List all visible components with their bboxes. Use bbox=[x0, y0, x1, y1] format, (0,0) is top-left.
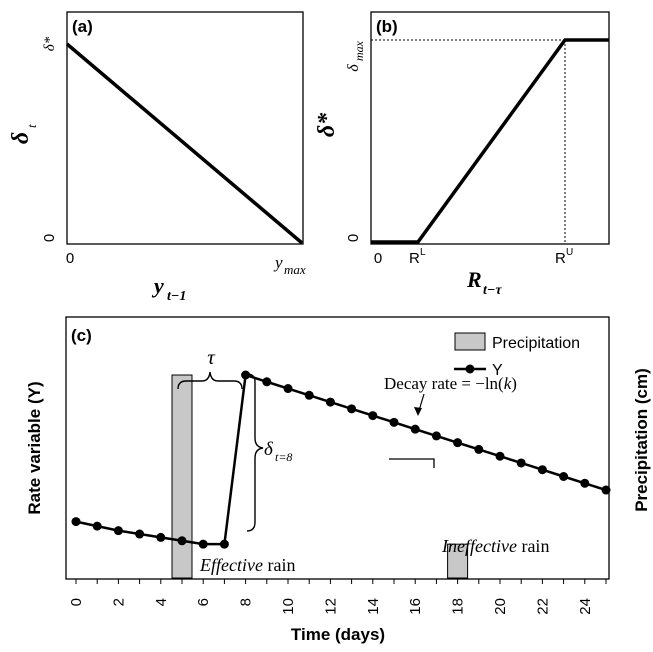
x-tick-label: 22 bbox=[534, 598, 551, 615]
panel-a-x-axis-symbol: y bbox=[151, 273, 164, 298]
tau-brace bbox=[177, 371, 243, 390]
series-y-point bbox=[92, 521, 102, 531]
delta-sub: t=8 bbox=[275, 450, 292, 464]
series-y-point bbox=[516, 458, 526, 468]
series-y-point bbox=[410, 424, 420, 434]
panel-b-x-lower-tick: R bbox=[409, 250, 420, 267]
legend-precip-swatch bbox=[454, 332, 486, 351]
panel-a-y-axis-label: δ t bbox=[8, 124, 39, 144]
panel-b-y-max-tick: δ max bbox=[345, 40, 366, 71]
legend-precip-label: Precipitation bbox=[492, 335, 580, 352]
panel-a-label: (a) bbox=[72, 17, 93, 36]
series-y-point bbox=[135, 529, 145, 539]
x-tick-label: 2 bbox=[110, 598, 127, 606]
panel-b-x-upper-tick: R bbox=[555, 250, 566, 267]
panel-b-y-axis-label: δ* bbox=[314, 112, 340, 137]
effective-rain-label: Effective rain bbox=[199, 555, 295, 575]
series-y-point bbox=[304, 390, 314, 400]
series-y bbox=[71, 370, 611, 549]
panel-a: (a) δ* 0 δ t 0 y max y t−1 bbox=[8, 11, 306, 304]
series-y-point bbox=[198, 539, 208, 549]
series-y-point bbox=[347, 404, 357, 414]
delta-label: δ bbox=[264, 439, 274, 460]
series-y-point bbox=[262, 377, 272, 387]
legend-y-marker bbox=[465, 364, 475, 374]
series-y-point bbox=[453, 438, 463, 448]
panel-b-x-upper-sup: U bbox=[566, 247, 573, 258]
precip-bars bbox=[171, 374, 469, 579]
ineffective-rain-label: Ineffective rain bbox=[441, 536, 549, 556]
series-y-point bbox=[601, 485, 611, 495]
x-tick-label: 12 bbox=[322, 598, 339, 615]
x-tick-label: 8 bbox=[238, 598, 255, 606]
series-y-point bbox=[431, 431, 441, 441]
series-y-point bbox=[219, 539, 229, 549]
decay-arrowhead bbox=[414, 407, 422, 416]
panel-a-frame bbox=[66, 11, 304, 245]
series-y-point bbox=[495, 451, 505, 461]
x-tick-label: 6 bbox=[195, 598, 212, 606]
panel-b-x-lower-sup: L bbox=[420, 247, 426, 258]
delta-brace bbox=[246, 373, 264, 532]
panel-a-y-axis-symbol: δ bbox=[8, 132, 34, 144]
panel-a-x-max-tick-sub: max bbox=[284, 262, 306, 277]
x-tick-label: 24 bbox=[577, 598, 594, 615]
panel-b: (b) δ max 0 δ* 0 R L R U R t−τ bbox=[314, 11, 610, 298]
series-y-point bbox=[71, 517, 81, 527]
panel-c-label: (c) bbox=[71, 326, 92, 345]
panel-a-y-zero-tick: 0 bbox=[41, 234, 58, 242]
panel-a-x-zero-tick: 0 bbox=[66, 250, 74, 267]
panel-b-x-zero-tick: 0 bbox=[374, 250, 382, 267]
x-tick-label: 20 bbox=[492, 598, 509, 615]
panel-b-frame bbox=[370, 11, 610, 245]
panel-a-y-axis-sub: t bbox=[24, 124, 39, 128]
panel-a-x-axis-sub: t−1 bbox=[167, 289, 186, 304]
legend-y-label: Y bbox=[492, 362, 503, 379]
c-x-axis-label: Time (days) bbox=[291, 625, 385, 644]
x-tick-label: 18 bbox=[450, 598, 467, 615]
decay-slope-triangle bbox=[389, 458, 435, 468]
series-y-point bbox=[241, 370, 251, 380]
x-tick-label: 4 bbox=[153, 598, 170, 606]
panel-b-x-axis-sub: t−τ bbox=[483, 283, 502, 298]
series-y-point bbox=[368, 411, 378, 421]
panel-a-y-top-tick: δ* bbox=[42, 36, 58, 51]
panel-b-label: (b) bbox=[376, 17, 398, 36]
panel-b-x-axis-symbol: R bbox=[466, 267, 482, 292]
panel-a-x-max-tick: y bbox=[273, 253, 283, 272]
series-y-point bbox=[156, 532, 166, 542]
panel-b-response-line bbox=[371, 38, 609, 244]
series-y-point bbox=[559, 472, 569, 481]
x-axis-ticks: 0 2 4 6 8 10 12 14 16 18 20 22 24 bbox=[68, 579, 607, 615]
c-y-axis-label: Rate variable (Y) bbox=[25, 381, 44, 514]
series-y-point bbox=[580, 478, 590, 488]
legend: Precipitation Y bbox=[454, 332, 580, 379]
series-y-point bbox=[474, 444, 484, 454]
series-y-line bbox=[75, 373, 607, 546]
panel-c-frame bbox=[65, 316, 610, 580]
panel-b-y-max-sub: max bbox=[352, 40, 366, 61]
panel-b-y-max-symbol: δ bbox=[345, 64, 362, 72]
x-tick-label: 14 bbox=[365, 598, 382, 615]
decay-label: Decay rate = −ln(k) bbox=[384, 374, 517, 393]
precip-bar bbox=[447, 543, 469, 579]
series-y-point bbox=[325, 397, 335, 407]
panel-a-decline-line bbox=[65, 42, 304, 245]
panel-b-y-zero-tick: 0 bbox=[345, 234, 362, 242]
series-y-point bbox=[537, 465, 547, 475]
x-tick-label: 0 bbox=[68, 598, 85, 606]
tau-label: τ bbox=[207, 345, 216, 369]
x-tick-label: 16 bbox=[407, 598, 424, 615]
series-y-point bbox=[283, 384, 293, 394]
x-tick-label: 10 bbox=[280, 598, 297, 615]
precip-bar bbox=[171, 374, 193, 579]
c-right-axis-label: Precipitation (cm) bbox=[632, 368, 651, 512]
series-y-point bbox=[177, 536, 187, 546]
series-y-point bbox=[113, 526, 123, 536]
series-y-point bbox=[389, 417, 399, 427]
panel-c: (c) Precipitation Y 0 2 4 6 8 10 12 14 16 18 20 22 2… bbox=[25, 316, 651, 644]
